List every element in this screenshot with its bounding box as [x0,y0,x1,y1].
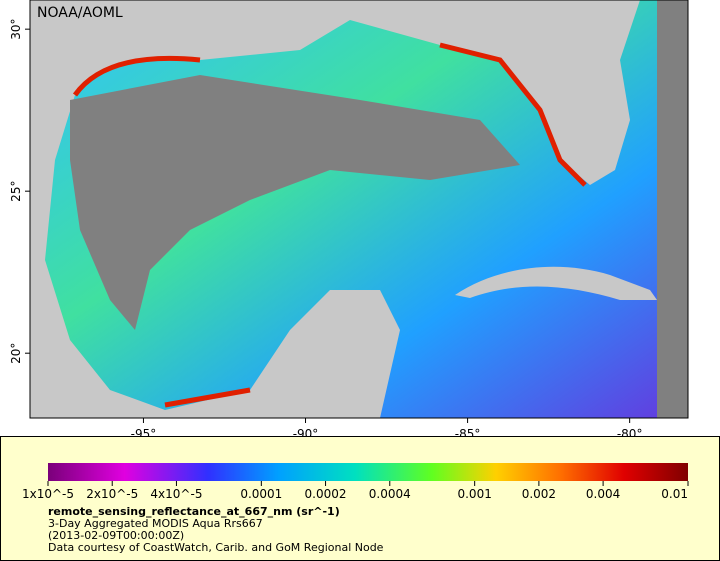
map-frame [29,0,689,419]
caption-line: 3-Day Aggregated MODIS Aqua Rrs667 [48,517,263,530]
colorbar-tick-label: 0.0004 [369,487,411,501]
colorbar-tick-label: 2x10^-5 [86,487,138,501]
caption-line: (2013-02-09T00:00:00Z) [48,529,184,542]
colorbar-tick-label: 0.001 [457,487,491,501]
colorbar-tick-label: 0.002 [522,487,556,501]
colorbar-tick-label: 0.0002 [305,487,347,501]
caption-title: remote_sensing_reflectance_at_667_nm (sr… [48,505,340,518]
colorbar-tick-label: 1x10^-5 [22,487,74,501]
credit-box [32,2,128,22]
legend-panel [0,436,720,561]
colorbar-tick-label: 4x10^-5 [150,487,202,501]
no-data-strip [657,0,688,418]
cuba [455,266,657,300]
map: NOAA/AOML [29,0,689,419]
coastal-high [72,42,587,408]
cloud-gap [70,75,520,330]
colorbar-tick-label: 0.01 [661,487,688,501]
lat-tick-label: 20° [9,343,23,364]
colorbar-tick-label: 0.0001 [240,487,282,501]
colorbar [48,463,688,481]
colorbar-tick-label: 0.004 [586,487,620,501]
colorbar-ticks: 1x10^-5 2x10^-5 4x10^-5 0.0001 0.0002 0.0004 0… [22,481,689,501]
lat-tick-label: 25° [9,181,23,202]
credit: NOAA/AOML [37,5,123,21]
lat-tick-label: 30° [9,19,23,40]
caption-line: Data courtesy of CoastWatch, Carib. and … [48,541,384,554]
